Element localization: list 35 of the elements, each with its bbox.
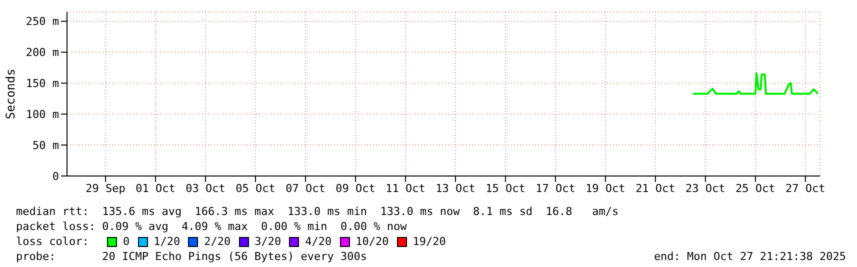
- y-tick-label: 250 m: [26, 15, 60, 28]
- x-tick-label: 27 Oct: [786, 182, 826, 195]
- line-series: [692, 72, 819, 95]
- x-tick-label: 07 Oct: [286, 182, 326, 195]
- text: 4/20: [305, 234, 332, 249]
- x-tick-label: 17 Oct: [536, 182, 576, 195]
- text: loss color:: [16, 234, 90, 249]
- x-tick-label: 01 Oct: [136, 182, 176, 195]
- text: 2/20: [204, 234, 231, 249]
- x-tick-label: 09 Oct: [336, 182, 376, 195]
- x-tick-label: 25 Oct: [736, 182, 776, 195]
- text: end: Mon Oct 27 21:21:38 2025: [654, 249, 846, 264]
- x-tick-label: 05 Oct: [236, 182, 276, 195]
- text: 10/20: [356, 234, 389, 249]
- y-tick-label: 200 m: [26, 46, 60, 60]
- x-tick-label: 21 Oct: [636, 182, 676, 195]
- x-tick-label: 11 Oct: [386, 182, 426, 195]
- y-tick-label: 50 m: [32, 138, 60, 152]
- y-tick-label: 0: [52, 170, 59, 183]
- x-tick-label: 23 Oct: [686, 182, 726, 195]
- x-tick-label: 29 Sep: [86, 182, 126, 195]
- x-tick-label: 13 Oct: [436, 182, 476, 195]
- text: median rtt: 135.6 ms avg 166.3 ms max 133.0 ms min 133.0 ms now 8.1 ms sd 16.8 am/s: [16, 204, 620, 219]
- text: probe: 20 ICMP Echo Pings (56 Bytes) every 300s: [16, 249, 367, 264]
- text: packet loss: 0.09 % avg 4.09 % max 0.00 % min 0.00 % now: [16, 219, 408, 234]
- text: 19/20: [412, 234, 446, 249]
- x-tick-label: 03 Oct: [186, 182, 226, 195]
- text: 1/20: [154, 234, 180, 249]
- text: 0: [123, 234, 130, 249]
- text: 3/20: [254, 234, 282, 249]
- y-tick-label: 150 m: [26, 77, 60, 90]
- y-tick-label: 100 m: [26, 108, 60, 122]
- x-tick-label: 19 Oct: [586, 182, 626, 195]
- y-axis-title: Seconds: [3, 68, 18, 120]
- x-tick-label: 15 Oct: [486, 182, 526, 195]
